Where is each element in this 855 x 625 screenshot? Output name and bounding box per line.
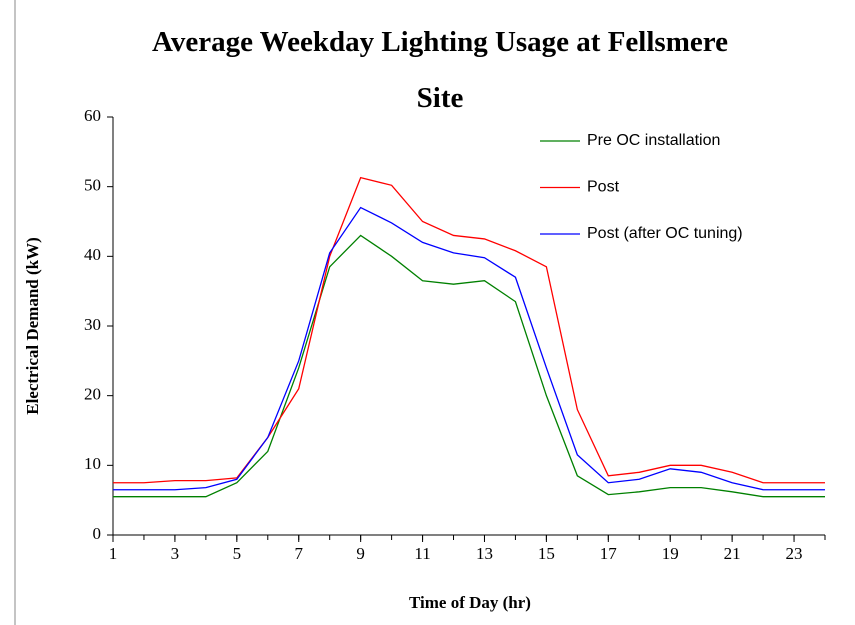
x-tick-label: 13: [476, 544, 493, 563]
x-tick-label: 23: [786, 544, 803, 563]
series-line: [113, 206, 825, 491]
series-line: [113, 234, 825, 498]
y-tick-label: 40: [84, 245, 101, 264]
legend-label: Pre OC installation: [587, 132, 720, 149]
legend-label: Post: [587, 179, 620, 196]
y-tick-label: 60: [84, 106, 101, 125]
x-tick-label: 17: [600, 544, 618, 563]
legend-label: Post (after OC tuning): [587, 225, 743, 242]
x-tick-label: 21: [724, 544, 741, 563]
x-tick-label: 1: [109, 544, 118, 563]
y-tick-label: 50: [84, 176, 101, 195]
x-tick-label: 9: [356, 544, 365, 563]
x-tick-label: 3: [171, 544, 180, 563]
chart-title: Average Weekday Lighting Usage at Fellsm…: [152, 26, 728, 114]
x-tick-label: 19: [662, 544, 679, 563]
y-tick-label: 10: [84, 454, 101, 473]
y-axis-label: Electrical Demand (kW): [23, 237, 42, 415]
series-line: [113, 176, 825, 484]
x-tick-label: 11: [414, 544, 430, 563]
y-tick-label: 0: [93, 524, 102, 543]
x-tick-label: 15: [538, 544, 555, 563]
x-axis-label: Time of Day (hr): [409, 593, 531, 612]
x-tick-label: 7: [294, 544, 303, 563]
x-tick-label: 5: [233, 544, 242, 563]
y-tick-label: 30: [84, 315, 101, 334]
y-tick-label: 20: [84, 385, 101, 404]
